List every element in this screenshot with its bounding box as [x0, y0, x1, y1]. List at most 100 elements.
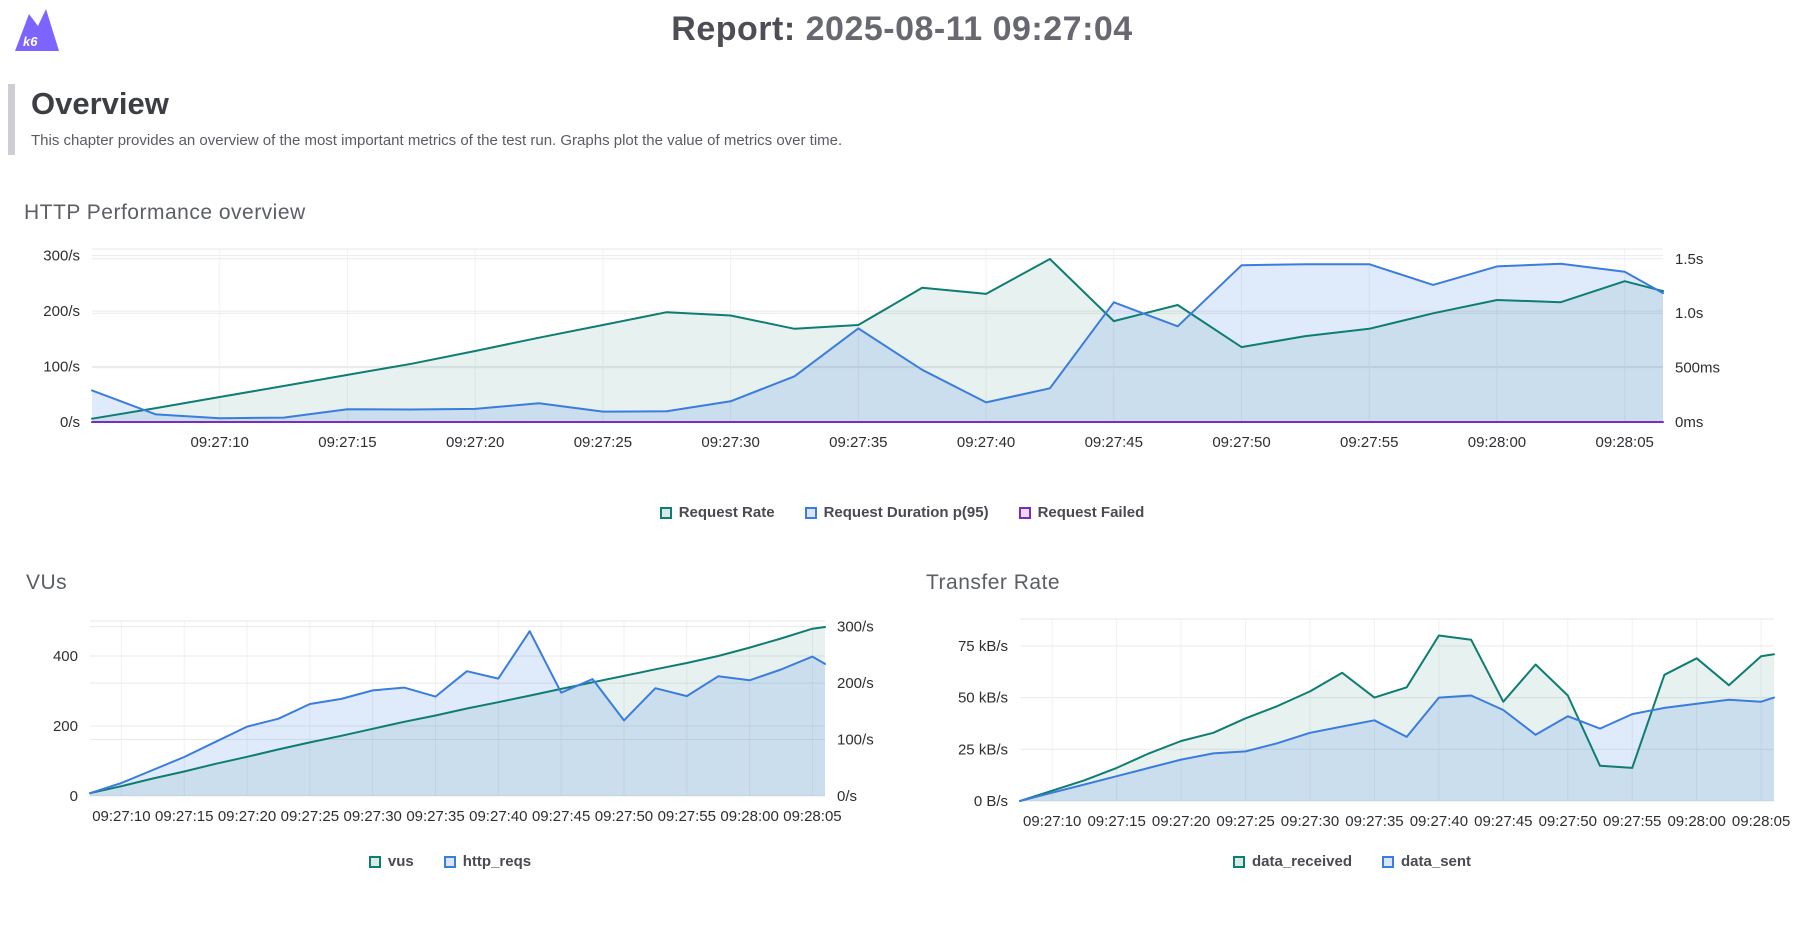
- y-tick-label: 500ms: [1675, 360, 1720, 377]
- legend-swatch-icon: [804, 506, 817, 519]
- y-tick-label: 0 B/s: [974, 793, 1008, 810]
- y-tick-label: 300/s: [837, 619, 874, 636]
- x-tick-label: 09:27:40: [957, 434, 1015, 451]
- page-title: Report: 2025-08-11 09:27:04: [0, 10, 1804, 49]
- http-performance-plot: 09:27:10 09:27:15 09:27:20 09:27:25 09:27:30…: [0, 237, 1804, 482]
- y-tick-label: 0/s: [837, 788, 857, 805]
- legend-item-Request Failed[interactable]: Request Failed: [1018, 504, 1145, 521]
- vus-plot: 09:27:10 09:27:15 09:27:20 09:27:25 09:27:30…: [0, 605, 900, 837]
- legend-label: http_reqs: [462, 853, 532, 870]
- y-tick-label: 0: [70, 788, 78, 805]
- x-tick-label: 09:27:55: [1603, 813, 1661, 830]
- charts-row: VUs 09:27:10 09:27:15 09:27:20 09:27:25 09:2…: [0, 571, 1804, 870]
- chart-title-transfer-rate: Transfer Rate: [926, 571, 1061, 594]
- series-line-data_received: [1019, 634, 1775, 802]
- series-line-data_sent: [1019, 694, 1775, 802]
- x-tick-label: 09:27:35: [406, 808, 464, 825]
- legend-label: Request Failed: [1037, 504, 1145, 521]
- x-tick-label: 09:27:30: [343, 808, 401, 825]
- x-tick-label: 09:27:50: [595, 808, 653, 825]
- http-performance-chart: HTTP Performance overview 09:27:10 09:27:…: [0, 201, 1804, 521]
- series-area-data_received: [1020, 635, 1774, 801]
- chart-svg: 09:27:10 09:27:15 09:27:20 09:27:25 09:27:30…: [43, 248, 1720, 451]
- x-tick-label: 09:28:05: [1732, 813, 1790, 830]
- series-line-vus: [89, 626, 826, 795]
- y-tick-label: 1.0s: [1675, 305, 1703, 322]
- x-tick-label: 09:28:00: [720, 808, 778, 825]
- overview-section: Overview This chapter provides an overvi…: [8, 84, 1804, 155]
- report-header: k6 Report: 2025-08-11 09:27:04: [0, 0, 1804, 62]
- transfer-rate-legend: data_received data_sent: [900, 853, 1804, 870]
- x-tick-label: 09:27:20: [218, 808, 276, 825]
- series-area-Request Duration p(95): [92, 263, 1663, 422]
- y-tick-label: 50 kB/s: [958, 690, 1008, 707]
- x-tick-label: 09:28:05: [783, 808, 841, 825]
- series-area-http_reqs: [90, 631, 825, 796]
- section-heading: Overview: [31, 86, 169, 121]
- legend-item-Request Duration p(95)[interactable]: Request Duration p(95): [804, 504, 989, 521]
- x-tick-label: 09:27:25: [1216, 813, 1274, 830]
- legend-item-http_reqs[interactable]: http_reqs: [443, 853, 532, 870]
- x-tick-label: 09:27:55: [1340, 434, 1398, 451]
- series-line-http_reqs: [89, 630, 826, 795]
- legend-swatch-icon: [368, 855, 381, 868]
- x-tick-label: 09:27:50: [1539, 813, 1597, 830]
- k6-logo-icon: k6: [15, 9, 59, 51]
- x-tick-label: 09:28:05: [1595, 434, 1653, 451]
- y-tick-label: 0ms: [1675, 414, 1703, 431]
- y-tick-label: 0/s: [60, 414, 80, 431]
- y-tick-label: 25 kB/s: [958, 741, 1008, 758]
- x-tick-label: 09:27:40: [469, 808, 527, 825]
- y-tick-label: 100/s: [837, 732, 874, 749]
- legend-item-data_sent[interactable]: data_sent: [1382, 853, 1471, 870]
- section-description: This chapter provides an overview of the…: [31, 132, 843, 149]
- chart-svg: 09:27:10 09:27:15 09:27:20 09:27:25 09:27:30…: [958, 618, 1790, 830]
- chart-title-vus: VUs: [26, 571, 68, 594]
- x-tick-label: 09:27:10: [191, 434, 249, 451]
- legend-swatch-icon: [1018, 506, 1031, 519]
- legend-label: data_received: [1251, 853, 1353, 870]
- y-tick-label: 300/s: [43, 248, 80, 265]
- x-tick-label: 09:27:45: [532, 808, 590, 825]
- legend-item-data_received[interactable]: data_received: [1232, 853, 1353, 870]
- legend-swatch-icon: [1382, 855, 1395, 868]
- x-tick-label: 09:27:35: [829, 434, 887, 451]
- x-tick-label: 09:27:25: [281, 808, 339, 825]
- x-tick-label: 09:27:10: [92, 808, 150, 825]
- legend-swatch-icon: [1232, 855, 1245, 868]
- page-title-prefix: Report:: [671, 10, 796, 48]
- y-tick-label: 1.5s: [1675, 251, 1703, 268]
- transfer-rate-plot: 09:27:10 09:27:15 09:27:20 09:27:25 09:27:30…: [900, 605, 1804, 837]
- y-tick-label: 200: [53, 718, 78, 735]
- chart-svg: 09:27:10 09:27:15 09:27:20 09:27:25 09:27:30…: [53, 619, 874, 825]
- x-tick-label: 09:27:55: [658, 808, 716, 825]
- y-tick-label: 200/s: [43, 303, 80, 320]
- x-tick-label: 09:27:10: [1023, 813, 1081, 830]
- x-tick-label: 09:27:50: [1212, 434, 1270, 451]
- x-tick-label: 09:27:20: [1152, 813, 1210, 830]
- series-area-data_sent: [1020, 695, 1774, 801]
- legend-swatch-icon: [443, 855, 456, 868]
- x-tick-label: 09:27:40: [1410, 813, 1468, 830]
- y-tick-label: 75 kB/s: [958, 638, 1008, 655]
- http-performance-legend: Request Rate Request Duration p(95) Reques…: [0, 504, 1804, 521]
- legend-swatch-icon: [659, 506, 672, 519]
- x-tick-label: 09:27:15: [155, 808, 213, 825]
- x-tick-label: 09:28:00: [1468, 434, 1526, 451]
- x-tick-label: 09:27:30: [1281, 813, 1339, 830]
- y-tick-label: 400: [53, 648, 78, 665]
- x-tick-label: 09:27:20: [446, 434, 504, 451]
- x-tick-label: 09:27:45: [1474, 813, 1532, 830]
- x-tick-label: 09:27:45: [1085, 434, 1143, 451]
- transfer-rate-chart: Transfer Rate 09:27:10 09:27:15 09:27:20 09…: [900, 571, 1804, 870]
- legend-item-vus[interactable]: vus: [368, 853, 414, 870]
- x-tick-label: 09:28:00: [1667, 813, 1725, 830]
- x-tick-label: 09:27:35: [1345, 813, 1403, 830]
- y-tick-label: 100/s: [43, 359, 80, 376]
- x-tick-label: 09:27:25: [574, 434, 632, 451]
- legend-item-Request Rate[interactable]: Request Rate: [659, 504, 775, 521]
- series-line-Request Duration p(95): [91, 262, 1664, 420]
- chart-title-http-performance: HTTP Performance overview: [24, 201, 306, 224]
- y-tick-label: 200/s: [837, 675, 874, 692]
